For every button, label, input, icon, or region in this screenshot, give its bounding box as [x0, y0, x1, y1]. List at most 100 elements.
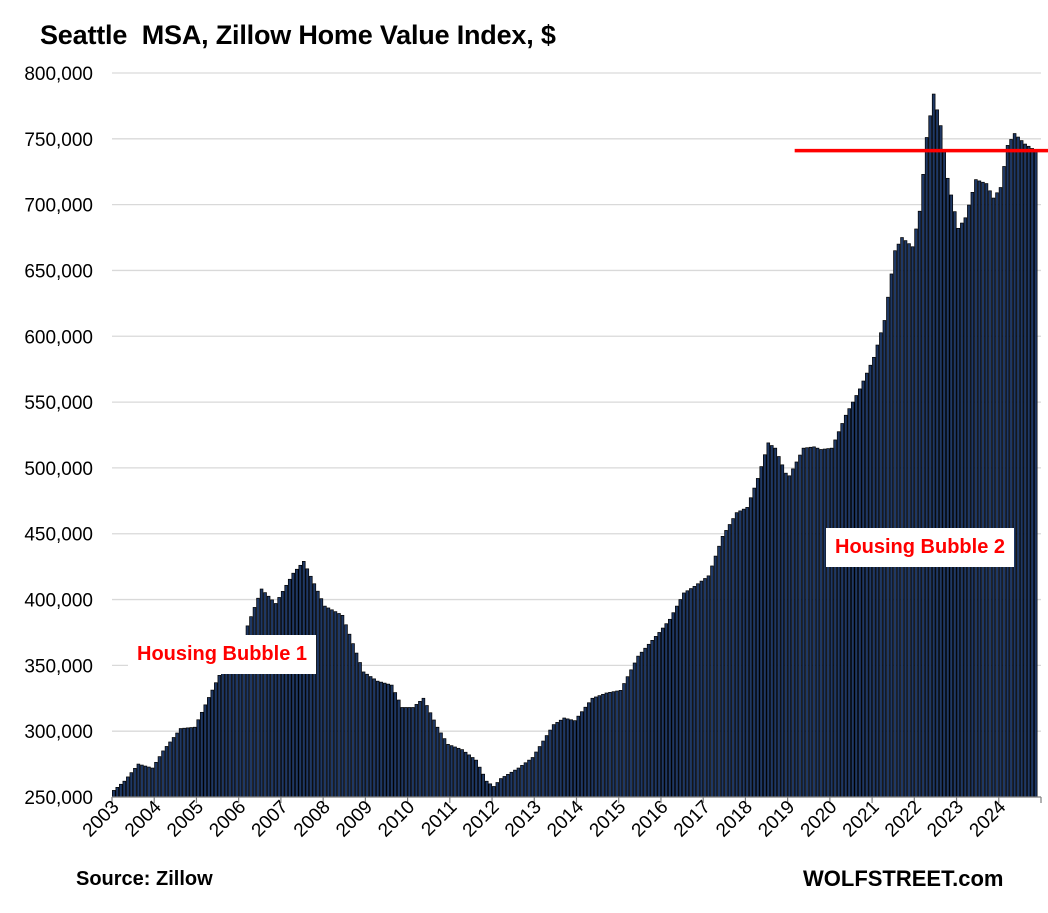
- bar: [527, 759, 531, 798]
- bar: [182, 727, 186, 798]
- bar: [467, 754, 471, 798]
- bar: [682, 592, 686, 798]
- bar: [734, 512, 739, 798]
- bar: [808, 446, 813, 798]
- x-tick-label: 2022: [881, 797, 926, 842]
- bar: [558, 719, 563, 798]
- x-tick-label: 2020: [797, 797, 842, 842]
- bar: [266, 595, 271, 798]
- bar: [189, 727, 193, 798]
- bar: [1023, 143, 1027, 798]
- brand-label: WOLFSTREET.com: [803, 866, 1004, 891]
- bar: [850, 401, 855, 798]
- bar: [530, 757, 535, 798]
- bar: [865, 372, 869, 798]
- bar: [998, 187, 1003, 798]
- y-tick-label: 600,000: [24, 327, 93, 348]
- x-tick-label: 2024: [966, 796, 1011, 841]
- bar: [868, 364, 873, 798]
- bar: [727, 524, 732, 798]
- bar: [418, 700, 422, 798]
- bar: [351, 643, 355, 798]
- bar: [780, 464, 785, 798]
- y-tick-label: 700,000: [24, 196, 93, 217]
- bar: [319, 598, 324, 798]
- bar: [309, 575, 313, 798]
- bar: [199, 711, 204, 798]
- x-tick-label: 2021: [839, 797, 884, 842]
- bar: [643, 647, 647, 798]
- bar: [924, 137, 929, 798]
- bar: [755, 478, 760, 798]
- bar: [565, 718, 570, 798]
- bar: [544, 735, 549, 798]
- bar: [822, 448, 827, 798]
- bar: [833, 439, 837, 798]
- bar: [506, 774, 510, 798]
- bar: [513, 769, 517, 798]
- bar: [442, 738, 447, 798]
- bar: [1005, 145, 1010, 798]
- y-tick-label: 350,000: [24, 656, 93, 677]
- x-tick-label: 2012: [459, 797, 504, 842]
- bar: [284, 584, 288, 798]
- bar: [942, 151, 946, 798]
- bar: [597, 695, 602, 798]
- y-tick-label: 650,000: [24, 261, 93, 282]
- bar: [1016, 136, 1020, 798]
- bar: [960, 222, 964, 798]
- bar: [970, 192, 975, 798]
- bar: [1030, 148, 1034, 798]
- bar: [608, 691, 612, 798]
- bar: [414, 704, 419, 798]
- bar: [914, 228, 918, 798]
- bar: [368, 676, 373, 798]
- x-tick-label: 2007: [248, 797, 293, 842]
- bar: [393, 692, 398, 798]
- bar: [330, 609, 334, 798]
- bar: [460, 749, 464, 798]
- bar: [1009, 139, 1013, 798]
- bar: [499, 778, 503, 798]
- bar: [379, 681, 383, 798]
- bar: [576, 715, 581, 798]
- bar: [555, 722, 559, 798]
- y-tick-label: 550,000: [24, 393, 93, 414]
- x-tick-label: 2019: [754, 797, 799, 842]
- bar: [745, 507, 749, 798]
- x-tick-label: 2013: [501, 797, 546, 842]
- x-tick-label: 2017: [670, 797, 715, 842]
- bar: [340, 614, 345, 798]
- bar: [1002, 166, 1006, 798]
- bar: [953, 211, 957, 798]
- bar: [534, 751, 538, 798]
- bar: [689, 588, 693, 798]
- bar: [759, 466, 764, 798]
- bar: [988, 190, 992, 798]
- bar: [963, 217, 968, 798]
- y-tick-label: 400,000: [24, 591, 93, 612]
- bar: [541, 740, 545, 798]
- bar: [632, 662, 637, 798]
- bar: [224, 666, 229, 798]
- bar: [815, 447, 820, 798]
- bar: [551, 724, 556, 798]
- y-tick-label: 750,000: [24, 130, 93, 151]
- bar: [372, 678, 376, 798]
- bar: [812, 446, 816, 798]
- x-axis-ticks: 2003200420052006200720082009201020112012…: [79, 796, 1011, 841]
- bar: [903, 240, 908, 798]
- bar: [858, 388, 862, 798]
- bar: [147, 766, 151, 798]
- bar: [967, 204, 971, 798]
- bar: [154, 761, 158, 798]
- bar: [333, 611, 338, 798]
- bar: [696, 583, 700, 798]
- bar: [516, 767, 521, 798]
- bar: [140, 764, 144, 798]
- bar: [161, 750, 165, 798]
- bar: [836, 431, 841, 798]
- bar: [1019, 140, 1024, 798]
- bar: [298, 564, 303, 798]
- bar: [819, 449, 823, 798]
